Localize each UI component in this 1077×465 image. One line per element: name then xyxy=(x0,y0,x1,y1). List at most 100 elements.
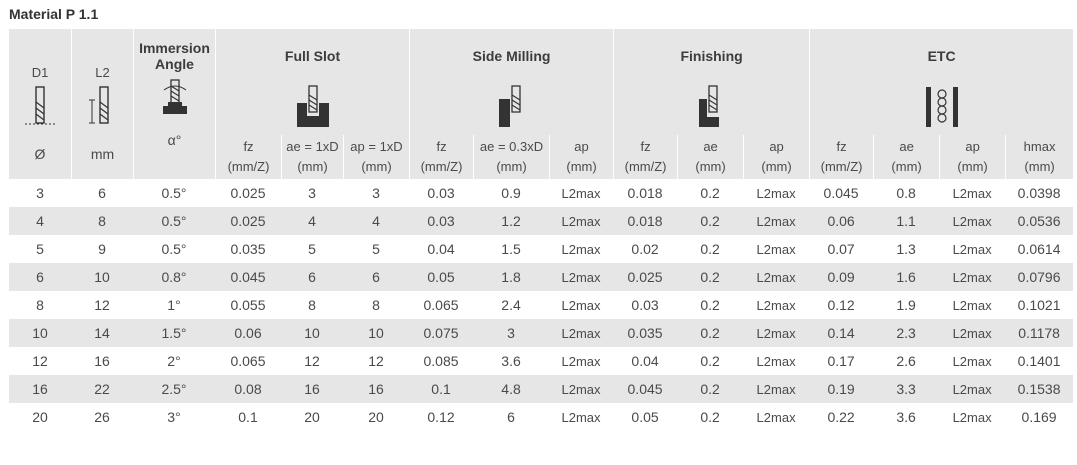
table-cell: 1.2 xyxy=(473,207,550,235)
full-slot-ae-header: ae = 1xD (mm) xyxy=(281,135,343,179)
table-cell: 0.22 xyxy=(827,409,855,425)
header-text: (mm) xyxy=(761,159,792,174)
table-cell: L2max xyxy=(939,263,1006,291)
table-cell: 0.1021 xyxy=(1017,297,1061,313)
header-text: hmax xyxy=(1023,139,1056,154)
header-text: (mm) xyxy=(891,159,922,174)
table-cell: 0.2 xyxy=(677,319,744,347)
header-text: fz xyxy=(836,139,847,154)
table-cell: 2.6 xyxy=(896,353,916,369)
header-text: fz xyxy=(436,139,447,154)
header-text: (mm) xyxy=(361,159,392,174)
immersion-label: Immersion xyxy=(139,40,210,56)
table-cell: L2max xyxy=(756,241,796,257)
table-cell: 9 xyxy=(98,241,106,257)
side-milling-icon xyxy=(410,84,613,129)
table-cell: 0.5° xyxy=(161,185,187,201)
table-cell: 1.8 xyxy=(473,263,550,291)
table-cell: 1.6 xyxy=(873,263,940,291)
table-cell: L2max xyxy=(561,297,601,313)
etc-fz-header: fz (mm/Z) xyxy=(809,135,874,179)
table-cell: 0.2 xyxy=(700,353,720,369)
table-cell: 0.075 xyxy=(409,319,474,347)
header-text: ae xyxy=(899,139,914,154)
header-text: ap xyxy=(769,139,784,154)
table-cell: 4 xyxy=(9,207,71,235)
table-cell: L2max xyxy=(743,319,810,347)
table-cell: 0.05 xyxy=(631,409,659,425)
table-cell: 20 xyxy=(368,409,384,425)
table-cell: 0.04 xyxy=(427,241,455,257)
table-cell: L2max xyxy=(549,263,614,291)
table-row: 8 12 1° 0.055 8 8 0.065 2.4 L2max 0.03 0.2 L2max 0.1… xyxy=(9,291,1073,319)
table-cell: 0.035 xyxy=(613,319,678,347)
angle-label: Angle xyxy=(155,56,194,72)
table-cell: 0.0536 xyxy=(1005,207,1074,235)
table-cell: 0.055 xyxy=(230,297,266,313)
table-cell: 0.2 xyxy=(700,241,720,257)
table-cell: 3.3 xyxy=(873,375,940,403)
table-cell: 0.085 xyxy=(423,353,459,369)
table-cell: 2° xyxy=(167,353,181,369)
table-cell: 0.0398 xyxy=(1017,185,1061,201)
table-cell: 0.1178 xyxy=(1005,319,1074,347)
header-text: fz xyxy=(243,139,254,154)
table-cell: L2max xyxy=(549,375,614,403)
full-slot-icon xyxy=(216,84,409,129)
header-text: ae = 0.3xD xyxy=(479,139,544,154)
table-cell: 5 xyxy=(36,241,44,257)
full-slot-icon-cell xyxy=(215,78,410,135)
table-cell: 8 xyxy=(36,297,44,313)
angle-unit: α° xyxy=(167,132,182,148)
table-cell: 0.8 xyxy=(896,185,916,201)
table-cell: 26 xyxy=(94,409,110,425)
side-milling-ap-header: ap (mm) xyxy=(549,135,614,179)
table-row: 12 16 2° 0.065 12 12 0.085 3.6 L2max 0.04 0.2 L2max… xyxy=(9,347,1073,375)
table-cell: 3 xyxy=(473,319,550,347)
header-text: ap xyxy=(965,139,980,154)
table-cell: 0.8° xyxy=(133,263,215,291)
finishing-icon xyxy=(614,84,809,129)
etc-icon-cell xyxy=(809,78,1074,135)
page-title: Material P 1.1 xyxy=(9,6,99,22)
header-etc: ETC xyxy=(809,29,1074,78)
d1-label: D1 xyxy=(31,65,49,80)
table-cell: 0.03 xyxy=(631,297,659,313)
header-text: (mm) xyxy=(297,159,328,174)
table-cell: 0.1401 xyxy=(1017,353,1061,369)
table-cell: 4.8 xyxy=(473,375,550,403)
table-cell: 1.5 xyxy=(501,241,521,257)
table-cell: L2max xyxy=(561,409,601,425)
table-row: 10 14 1.5° 0.06 10 10 0.075 3 L2max 0.035 0.2 L2max… xyxy=(9,319,1074,347)
table-body: 3 6 0.5° 0.025 3 3 0.03 0.9 L2max 0.018 0.2 L2max 0.… xyxy=(9,179,1074,431)
end-mill-length-icon xyxy=(72,86,133,128)
table-cell: L2max xyxy=(756,409,796,425)
header-full-slot: Full Slot xyxy=(215,29,410,78)
table-cell: 12 xyxy=(32,353,48,369)
table-cell: 0.169 xyxy=(1021,409,1057,425)
header-l2: L2 mm xyxy=(71,29,133,179)
table-cell: L2max xyxy=(939,207,1006,235)
table-row: 3 6 0.5° 0.025 3 3 0.03 0.9 L2max 0.018 0.2 L2max 0.… xyxy=(9,179,1073,207)
header-text: fz xyxy=(640,139,651,154)
table-cell: 0.12 xyxy=(827,297,855,313)
table-cell: 8 xyxy=(308,297,316,313)
table-cell: 0.05 xyxy=(409,263,474,291)
table-row: 16 22 2.5° 0.08 16 16 0.1 4.8 L2max 0.045 0.2 L2max… xyxy=(9,375,1074,403)
table-cell: L2max xyxy=(549,207,614,235)
header-text: (mm) xyxy=(1024,159,1055,174)
etc-ae-header: ae (mm) xyxy=(873,135,940,179)
table-cell: 5 xyxy=(308,241,316,257)
table-cell: 10 xyxy=(281,319,343,347)
finishing-ae-header: ae (mm) xyxy=(677,135,744,179)
table-cell: 0.2 xyxy=(677,263,744,291)
table-cell: 0.06 xyxy=(809,207,874,235)
table-cell: 0.025 xyxy=(230,185,266,201)
table-cell: 0.1 xyxy=(409,375,474,403)
table-cell: 0.02 xyxy=(631,241,659,257)
table-cell: 3.6 xyxy=(501,353,521,369)
header-text: (mm/Z) xyxy=(820,159,863,174)
table-cell: L2max xyxy=(952,409,992,425)
table-cell: 0.07 xyxy=(827,241,855,257)
table-cell: 0.025 xyxy=(215,207,281,235)
